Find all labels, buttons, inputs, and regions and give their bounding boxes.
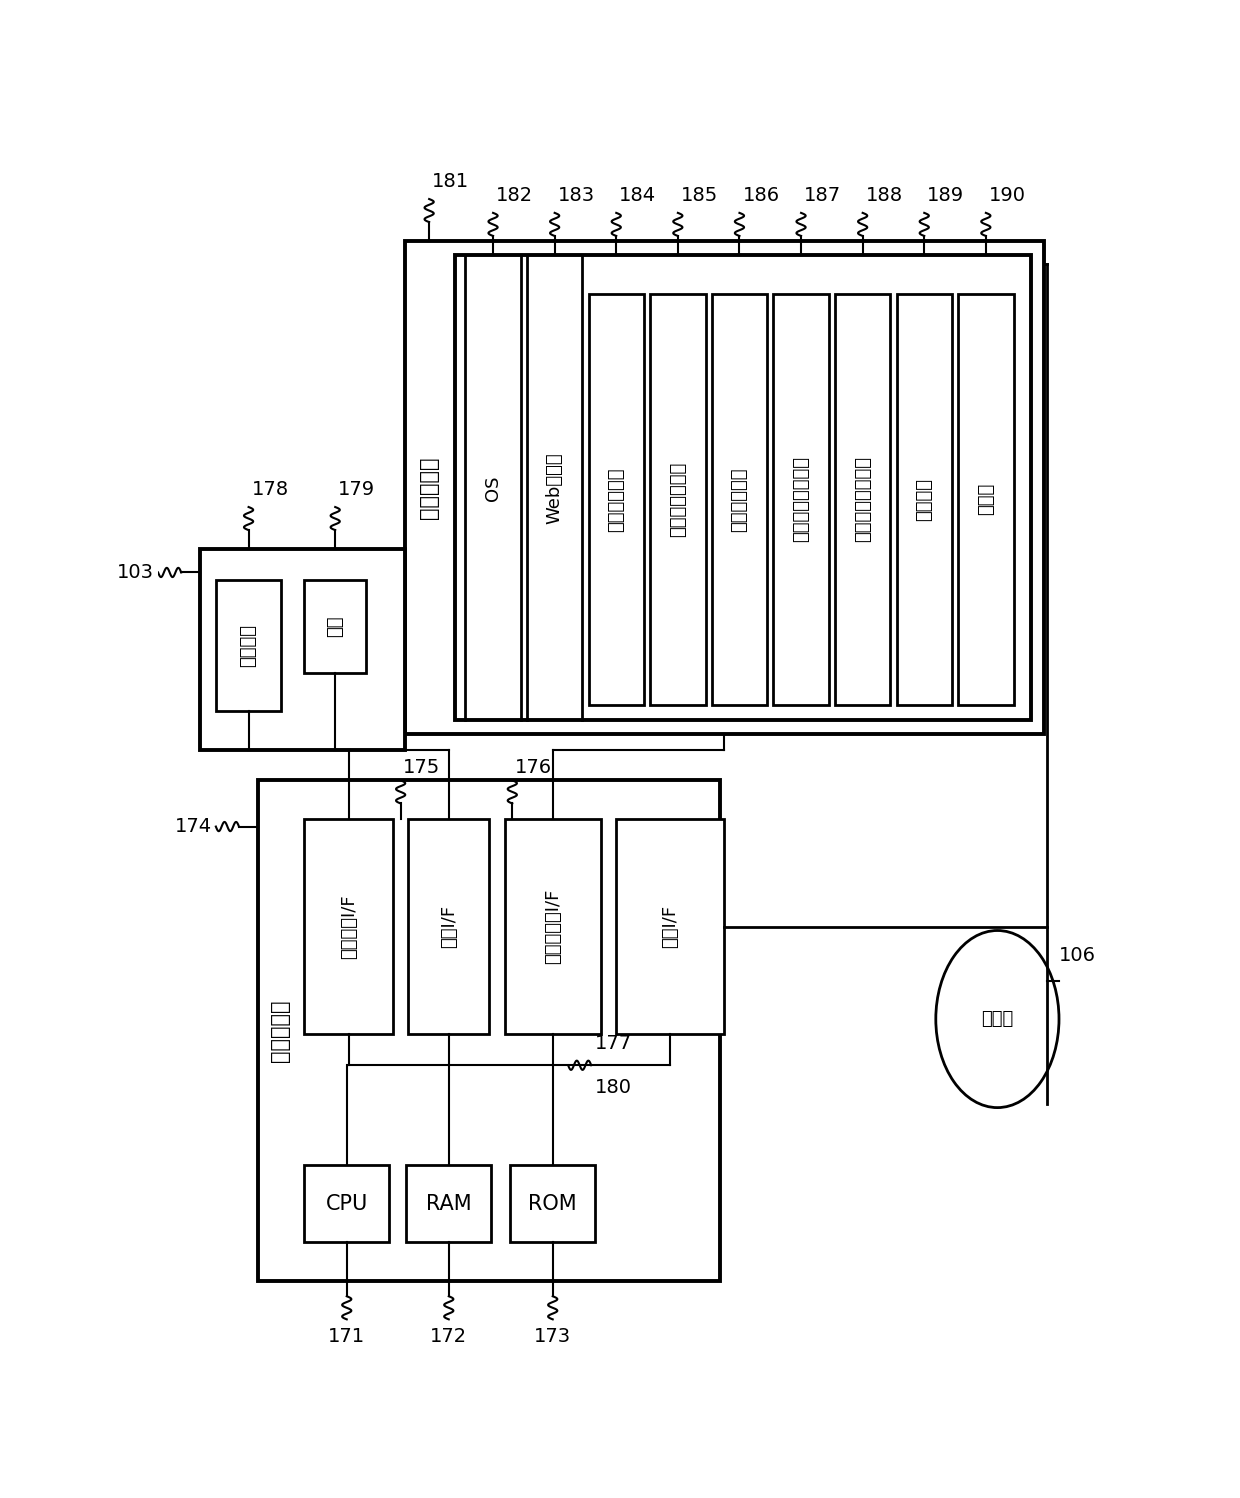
Text: 打印数据发送程序: 打印数据发送程序	[853, 457, 872, 542]
Text: 178: 178	[252, 481, 289, 499]
Text: 182: 182	[496, 186, 533, 205]
Text: 打印服务程序: 打印服务程序	[608, 467, 625, 532]
Text: 181: 181	[433, 172, 470, 192]
Bar	[258, 780, 720, 1281]
Bar	[304, 580, 366, 673]
Text: 网络I/F: 网络I/F	[661, 905, 680, 948]
Text: 184: 184	[619, 186, 656, 205]
Text: 172: 172	[430, 1327, 467, 1347]
Text: 外部存储器: 外部存储器	[419, 457, 439, 518]
Text: 176: 176	[515, 758, 552, 776]
Text: 键盘: 键盘	[326, 616, 345, 637]
Text: 打印作业接收程序: 打印作业接收程序	[792, 457, 810, 542]
Text: 106: 106	[1059, 947, 1096, 965]
Text: 外部存储器I/F: 外部存储器I/F	[543, 888, 562, 965]
Bar	[304, 1165, 389, 1242]
Bar	[835, 294, 890, 706]
Text: ROM: ROM	[528, 1194, 577, 1213]
Bar	[455, 255, 1030, 721]
Bar	[407, 1165, 491, 1242]
Text: 188: 188	[866, 186, 903, 205]
Text: 绘制程序: 绘制程序	[915, 478, 934, 521]
Bar	[774, 294, 828, 706]
Bar	[511, 1165, 595, 1242]
Text: 显示单元I/F: 显示单元I/F	[340, 894, 357, 959]
Text: RAM: RAM	[427, 1194, 471, 1213]
Text: 189: 189	[928, 186, 965, 205]
Text: 103: 103	[118, 563, 154, 581]
Bar	[216, 580, 281, 712]
Text: 174: 174	[175, 816, 212, 836]
Bar	[201, 550, 404, 749]
Text: 175: 175	[403, 758, 440, 776]
Text: 187: 187	[804, 186, 841, 205]
Bar	[408, 819, 490, 1035]
Text: 179: 179	[339, 481, 376, 499]
Text: 186: 186	[743, 186, 780, 205]
Text: 180: 180	[595, 1077, 632, 1097]
Text: 183: 183	[558, 186, 595, 205]
Bar	[897, 294, 952, 706]
Text: 打印机登记程序: 打印机登记程序	[668, 461, 687, 536]
Text: OS: OS	[484, 475, 502, 500]
Bar	[505, 819, 601, 1035]
Text: 打印服务器: 打印服务器	[270, 999, 290, 1062]
Text: 190: 190	[990, 186, 1025, 205]
Text: 数据库: 数据库	[977, 484, 994, 515]
Bar	[304, 819, 393, 1035]
Bar	[650, 294, 706, 706]
Text: 键盘I/F: 键盘I/F	[440, 905, 458, 948]
Text: 互联网: 互联网	[981, 1010, 1013, 1028]
Text: CPU: CPU	[326, 1194, 368, 1213]
Bar	[616, 819, 724, 1035]
Text: 173: 173	[534, 1327, 572, 1347]
Text: 185: 185	[681, 186, 718, 205]
Text: Web服务库: Web服务库	[546, 452, 564, 524]
Text: 用户登记程序: 用户登记程序	[730, 467, 749, 532]
Text: 177: 177	[595, 1034, 632, 1053]
Text: 171: 171	[329, 1327, 366, 1347]
Text: 显示单元: 显示单元	[239, 625, 258, 667]
Bar	[404, 241, 1044, 734]
Bar	[589, 294, 644, 706]
Bar	[959, 294, 1013, 706]
Bar	[712, 294, 768, 706]
